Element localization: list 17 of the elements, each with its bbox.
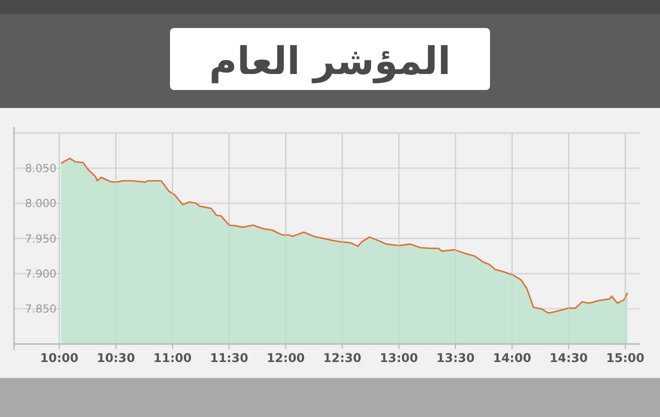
x-tick-label: 13:30 <box>436 351 475 365</box>
x-tick-label: 11:30 <box>210 351 248 365</box>
y-tick-label: 8.050 <box>25 162 56 176</box>
x-tick-label: 14:30 <box>550 351 588 365</box>
x-tick-label: 12:30 <box>323 351 362 365</box>
x-tick-label: 10:30 <box>96 351 135 365</box>
x-tick-label: 13:00 <box>380 351 418 365</box>
x-tick-label: 12:00 <box>266 351 305 365</box>
y-tick-label: 7.900 <box>25 268 56 281</box>
y-tick-label: 8.000 <box>25 197 56 210</box>
chart-title: المؤشر العام <box>209 39 451 84</box>
x-tick-label: 15:00 <box>606 351 644 365</box>
y-tick-label: 7.950 <box>25 232 56 246</box>
x-tick-label: 14:00 <box>492 351 532 365</box>
x-tick-label: 11:00 <box>153 351 192 365</box>
x-tick-label: 10:00 <box>40 351 78 365</box>
y-tick-label: 7.850 <box>25 302 56 316</box>
